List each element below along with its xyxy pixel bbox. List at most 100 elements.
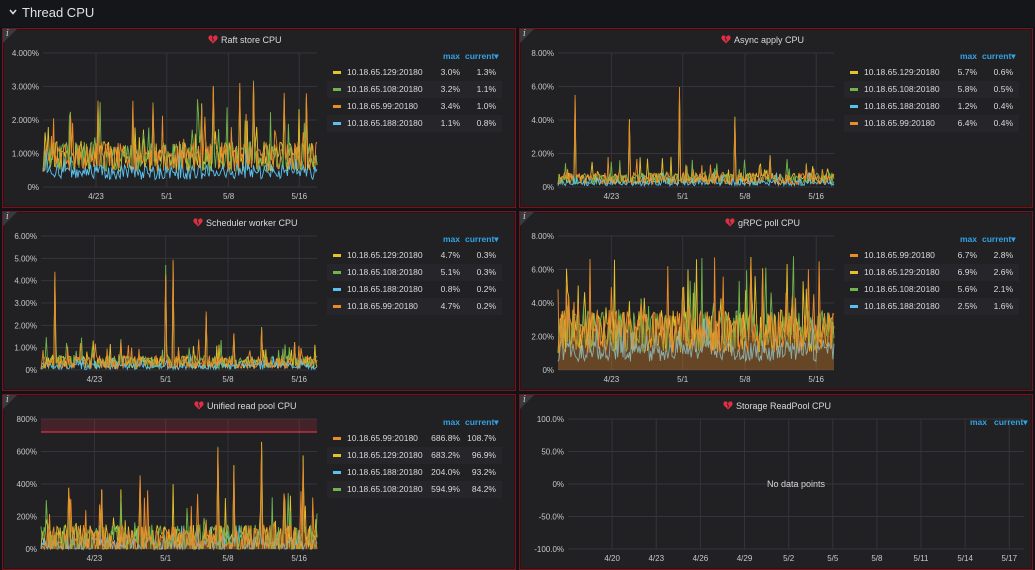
series-name[interactable]: 10.18.65.188:20180: [347, 467, 423, 477]
legend-header-current[interactable]: current▾: [982, 51, 1016, 61]
legend-header-max[interactable]: max: [960, 51, 978, 61]
info-icon[interactable]: i: [6, 395, 9, 405]
legend-item[interactable]: 10.18.65.188:20180 0.8% 0.2%: [327, 281, 502, 298]
legend-item[interactable]: 10.18.65.129:20180 4.7% 0.3%: [327, 247, 502, 264]
series-name[interactable]: 10.18.65.129:20180: [347, 450, 423, 460]
info-icon[interactable]: i: [6, 29, 9, 39]
series-name[interactable]: 10.18.65.99:20180: [347, 301, 418, 311]
series-name[interactable]: 10.18.65.99:20180: [347, 433, 418, 443]
legend-header-current[interactable]: current▾: [465, 51, 499, 61]
chart[interactable]: 4.000% 3.000% 2.000% 1.000% 0% 4/23 5/1 5/8 5/16: [7, 47, 321, 205]
legend-item[interactable]: 10.18.65.99:20180 4.7% 0.2%: [327, 298, 502, 315]
series-name[interactable]: 10.18.65.99:20180: [864, 250, 935, 260]
info-icon[interactable]: i: [523, 395, 526, 405]
panel-title[interactable]: gRPC poll CPU: [725, 218, 800, 228]
series-name[interactable]: 10.18.65.108:20180: [347, 267, 423, 277]
panel-title[interactable]: Raft store CPU: [208, 35, 282, 45]
panel-async-apply-cpu[interactable]: i Async apply CPU 8.00% 6.00% 4.00% 2.00% 0% 4/…: [519, 28, 1033, 208]
legend-item[interactable]: 10.18.65.99:20180 6.7% 2.8%: [844, 247, 1019, 264]
legend-item[interactable]: 10.18.65.129:20180 5.7% 0.6%: [844, 64, 1019, 81]
series-color-swatch[interactable]: [333, 71, 341, 74]
info-icon[interactable]: i: [523, 29, 526, 39]
legend-item[interactable]: 10.18.65.99:20180 686.8% 108.7%: [327, 430, 502, 447]
legend-header-max[interactable]: max: [960, 234, 978, 244]
legend-item[interactable]: 10.18.65.188:20180 1.2% 0.4%: [844, 98, 1019, 115]
series-name[interactable]: 10.18.65.108:20180: [347, 484, 423, 494]
series-color-swatch[interactable]: [850, 288, 858, 291]
legend-item[interactable]: 10.18.65.108:20180 5.1% 0.3%: [327, 264, 502, 281]
legend-item[interactable]: 10.18.65.99:20180 3.4% 1.0%: [327, 98, 502, 115]
panel-raft-store-cpu[interactable]: i Raft store CPU 4.000% 3.000% 2.000% 1.000% 0…: [2, 28, 516, 208]
chart[interactable]: 8.00% 6.00% 4.00% 2.00% 0% 4/23 5/1 5/8 5/16: [524, 47, 838, 205]
series-name[interactable]: 10.18.65.108:20180: [864, 284, 940, 294]
panel-storage-readpool-cpu[interactable]: i Storage ReadPool CPU 100.0% 50.0% 0% -50.0%…: [519, 394, 1033, 570]
x-tick-label: 5/1: [677, 375, 689, 384]
series-color-swatch[interactable]: [333, 271, 341, 274]
series-color-swatch[interactable]: [333, 288, 341, 291]
legend-item[interactable]: 10.18.65.188:20180 1.1% 0.8%: [327, 115, 502, 132]
series-name[interactable]: 10.18.65.129:20180: [347, 67, 423, 77]
panel-grpc-poll-cpu[interactable]: i gRPC poll CPU 8.00% 6.00% 4.00% 2.00% 0% 4/23…: [519, 211, 1033, 391]
chevron-down-icon[interactable]: [8, 7, 18, 17]
legend-header-current[interactable]: current▾: [465, 417, 499, 427]
legend-item[interactable]: 10.18.65.108:20180 5.6% 2.1%: [844, 281, 1019, 298]
series-color-swatch[interactable]: [333, 437, 341, 440]
series-color-swatch[interactable]: [850, 254, 858, 257]
legend-header-current[interactable]: current▾: [465, 234, 499, 244]
legend-item[interactable]: 10.18.65.108:20180 594.9% 84.2%: [327, 481, 502, 498]
legend-item[interactable]: 10.18.65.129:20180 6.9% 2.6%: [844, 264, 1019, 281]
legend-item[interactable]: 10.18.65.129:20180 683.2% 96.9%: [327, 447, 502, 464]
series-name[interactable]: 10.18.65.108:20180: [864, 84, 940, 94]
series-name[interactable]: 10.18.65.188:20180: [347, 118, 423, 128]
legend-item[interactable]: 10.18.65.188:20180 204.0% 93.2%: [327, 464, 502, 481]
series-color-swatch[interactable]: [850, 271, 858, 274]
panel-title[interactable]: Scheduler worker CPU: [193, 218, 298, 228]
series-name[interactable]: 10.18.65.188:20180: [347, 284, 423, 294]
series-name[interactable]: 10.18.65.108:20180: [347, 84, 423, 94]
series-color-swatch[interactable]: [333, 88, 341, 91]
legend-item[interactable]: 10.18.65.129:20180 3.0% 1.3%: [327, 64, 502, 81]
series-name[interactable]: 10.18.65.129:20180: [864, 267, 940, 277]
chart[interactable]: 8.00% 6.00% 4.00% 2.00% 0% 4/23 5/1 5/8 5/16: [524, 230, 838, 388]
legend-item[interactable]: 10.18.65.108:20180 5.8% 0.5%: [844, 81, 1019, 98]
row-header[interactable]: Thread CPU: [0, 0, 1035, 27]
series-name[interactable]: 10.18.65.188:20180: [864, 301, 940, 311]
chart[interactable]: 800% 600% 400% 200% 0% 4/23 5/1 5/8 5/16: [7, 413, 321, 567]
series-color-swatch[interactable]: [333, 105, 341, 108]
series-current: 2.1%: [993, 284, 1013, 294]
legend-header-max[interactable]: max: [443, 234, 461, 244]
series-color-swatch[interactable]: [333, 305, 341, 308]
series-name[interactable]: 10.18.65.129:20180: [864, 67, 940, 77]
legend-item[interactable]: 10.18.65.188:20180 2.5% 1.6%: [844, 298, 1019, 315]
series-name[interactable]: 10.18.65.99:20180: [864, 118, 935, 128]
panel-title[interactable]: Async apply CPU: [721, 35, 804, 45]
series-color-swatch[interactable]: [333, 488, 341, 491]
series-color-swatch[interactable]: [333, 454, 341, 457]
series-color-swatch[interactable]: [333, 254, 341, 257]
series-color-swatch[interactable]: [850, 71, 858, 74]
series-color-swatch[interactable]: [333, 471, 341, 474]
legend-header-current[interactable]: current▾: [982, 234, 1016, 244]
legend-item[interactable]: 10.18.65.108:20180 3.2% 1.1%: [327, 81, 502, 98]
legend-header-max[interactable]: max: [443, 51, 461, 61]
series-color-swatch[interactable]: [850, 122, 858, 125]
series-name[interactable]: 10.18.65.129:20180: [347, 250, 423, 260]
legend-header-max[interactable]: max: [970, 417, 988, 427]
panel-unified-read-pool-cpu[interactable]: i Unified read pool CPU 800% 600% 400% 200% 0%…: [2, 394, 516, 570]
series-color-swatch[interactable]: [333, 122, 341, 125]
legend-header-max[interactable]: max: [443, 417, 461, 427]
info-icon[interactable]: i: [6, 212, 9, 222]
legend-header-current[interactable]: current▾: [994, 417, 1028, 427]
chart[interactable]: 100.0% 50.0% 0% -50.0% -100.0% 4/20 4/23 4/26 4/…: [524, 413, 1028, 567]
info-icon[interactable]: i: [523, 212, 526, 222]
panel-scheduler-worker-cpu[interactable]: i Scheduler worker CPU 6.00% 5.00% 4.00% 3.00…: [2, 211, 516, 391]
series-name[interactable]: 10.18.65.99:20180: [347, 101, 418, 111]
chart[interactable]: 6.00% 5.00% 4.00% 3.00% 2.00% 1.00% 0% 4/23 5/1 5…: [7, 230, 321, 388]
series-name[interactable]: 10.18.65.188:20180: [864, 101, 940, 111]
panel-title[interactable]: Unified read pool CPU: [194, 401, 297, 411]
series-color-swatch[interactable]: [850, 88, 858, 91]
legend-item[interactable]: 10.18.65.99:20180 6.4% 0.4%: [844, 115, 1019, 132]
series-color-swatch[interactable]: [850, 305, 858, 308]
series-color-swatch[interactable]: [850, 105, 858, 108]
panel-title[interactable]: Storage ReadPool CPU: [723, 401, 831, 411]
